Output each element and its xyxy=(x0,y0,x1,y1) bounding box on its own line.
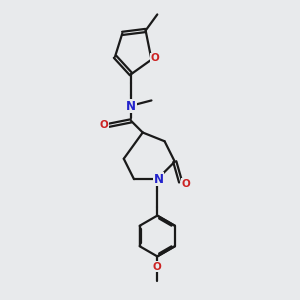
Text: O: O xyxy=(153,262,162,272)
Text: N: N xyxy=(154,173,164,186)
Text: O: O xyxy=(151,53,159,63)
Text: N: N xyxy=(126,100,136,113)
Text: O: O xyxy=(100,120,108,130)
Text: O: O xyxy=(182,178,190,188)
